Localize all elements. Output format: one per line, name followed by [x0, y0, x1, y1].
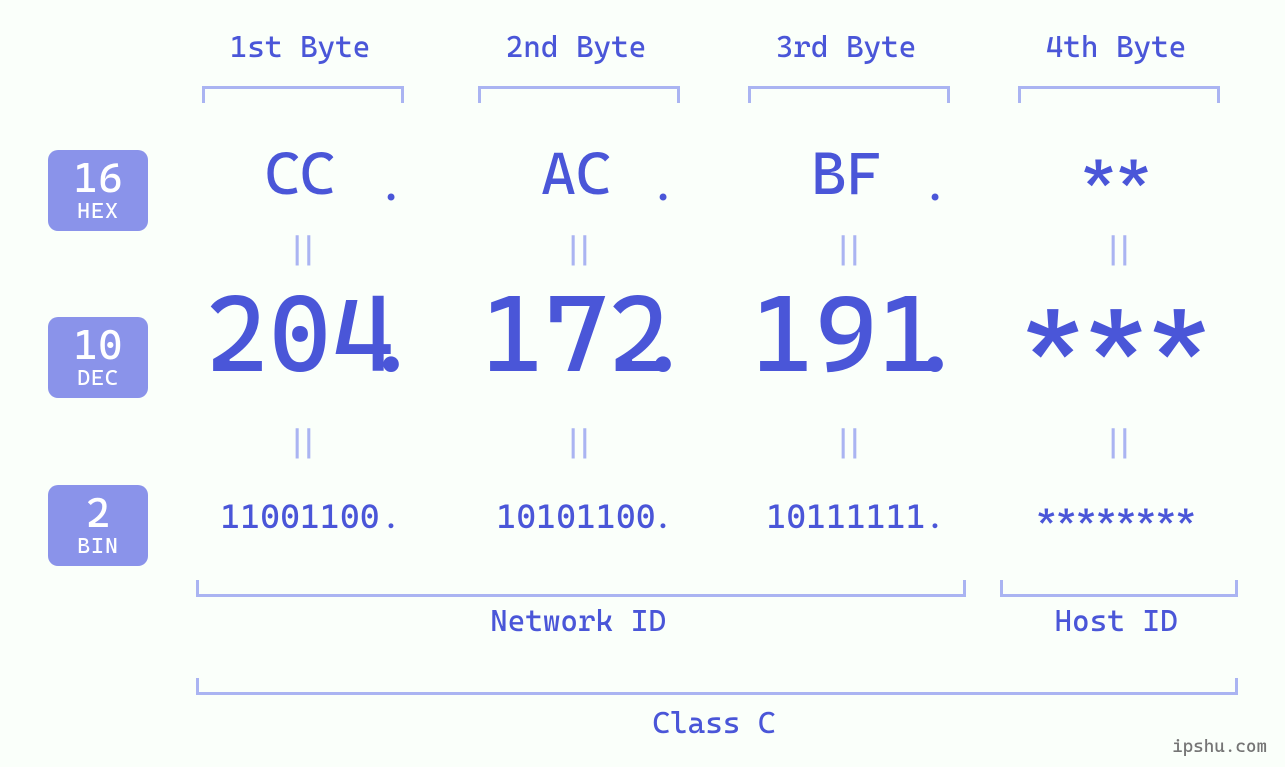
- network-id-bracket: [196, 580, 966, 597]
- byte-label-2: 2nd Byte: [466, 30, 686, 65]
- badge-bin-num: 2: [60, 491, 136, 535]
- badge-bin-txt: BIN: [60, 535, 136, 558]
- hex-dot-2: .: [633, 156, 693, 212]
- badge-dec-num: 10: [60, 323, 136, 367]
- byte-label-4: 4th Byte: [1006, 30, 1226, 65]
- host-id-label: Host ID: [986, 604, 1246, 639]
- hex-dot-1: .: [361, 156, 421, 212]
- class-bracket: [196, 678, 1238, 695]
- badge-dec: 10 DEC: [48, 317, 148, 398]
- bin-dot-1: .: [361, 496, 421, 536]
- top-bracket-2: [478, 86, 680, 103]
- top-bracket-1: [202, 86, 404, 103]
- class-label: Class C: [564, 706, 864, 741]
- badge-hex-num: 16: [60, 156, 136, 200]
- badge-hex: 16 HEX: [48, 150, 148, 231]
- network-id-label: Network ID: [428, 604, 728, 639]
- top-bracket-4: [1018, 86, 1220, 103]
- bin-dot-2: .: [633, 496, 693, 536]
- hex-dot-3: .: [905, 156, 965, 212]
- dec-byte-4: ***: [986, 272, 1246, 397]
- eq-hex-dec-4: ||: [1086, 234, 1146, 269]
- dec-dot-3: .: [895, 272, 975, 397]
- byte-label-1: 1st Byte: [190, 30, 410, 65]
- eq-dec-bin-3: ||: [816, 427, 876, 462]
- watermark: ipshu.com: [1172, 736, 1267, 757]
- eq-dec-bin-2: ||: [546, 427, 606, 462]
- badge-bin: 2 BIN: [48, 485, 148, 566]
- eq-hex-dec-3: ||: [816, 234, 876, 269]
- hex-byte-4: **: [1006, 139, 1226, 209]
- eq-dec-bin-4: ||: [1086, 427, 1146, 462]
- bin-byte-4: ********: [986, 496, 1246, 536]
- eq-dec-bin-1: ||: [270, 427, 330, 462]
- eq-hex-dec-1: ||: [270, 234, 330, 269]
- badge-dec-txt: DEC: [60, 367, 136, 390]
- dec-dot-2: .: [623, 272, 703, 397]
- top-bracket-3: [748, 86, 950, 103]
- byte-label-3: 3rd Byte: [736, 30, 956, 65]
- host-id-bracket: [1000, 580, 1238, 597]
- badge-hex-txt: HEX: [60, 200, 136, 223]
- eq-hex-dec-2: ||: [546, 234, 606, 269]
- dec-dot-1: .: [351, 272, 431, 397]
- bin-dot-3: .: [905, 496, 965, 536]
